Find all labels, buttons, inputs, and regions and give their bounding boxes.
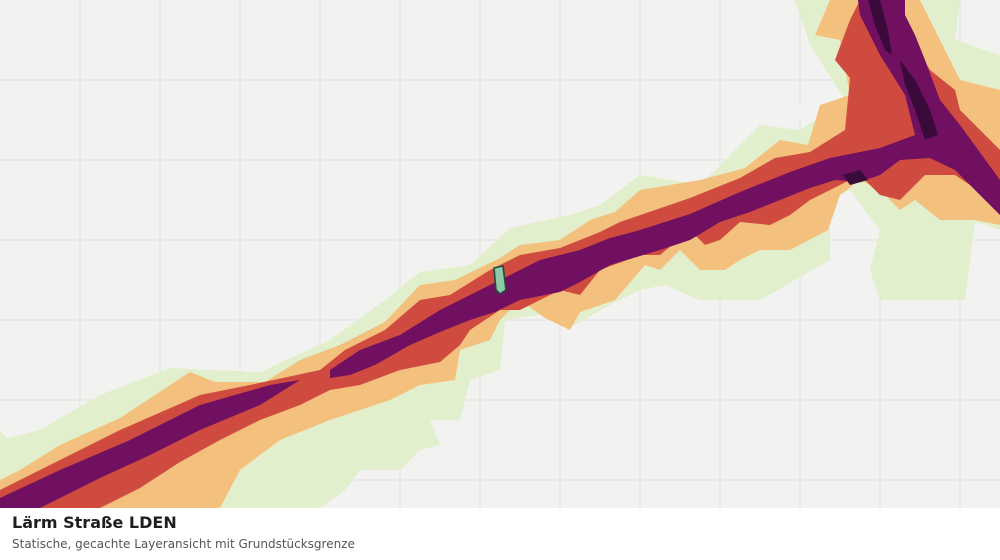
parcel-boundary[interactable] — [493, 265, 507, 296]
noise-zone-highest — [843, 0, 938, 185]
noise-map[interactable] — [0, 0, 1000, 508]
parcel-polygon[interactable] — [493, 265, 507, 296]
layer-subtitle: Statische, gecachte Layeransicht mit Gru… — [12, 537, 355, 551]
layer-title: Lärm Straße LDEN — [12, 513, 177, 532]
layer-caption: Lärm Straße LDEN Statische, gecachte Lay… — [0, 508, 1000, 560]
noise-zone-lowest — [0, 0, 1000, 508]
